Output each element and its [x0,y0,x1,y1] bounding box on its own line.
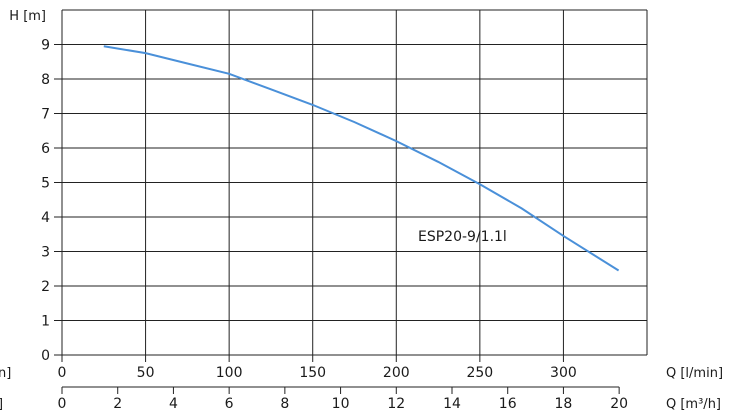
y-tick-label: 7 [41,107,50,123]
x-axis-title-m3h: Q [m³/h] [666,397,721,412]
series-line-esp20 [103,45,620,272]
x-tick-label-m3h: 14 [443,396,461,412]
x-tick-label-lpm: 0 [58,365,67,381]
x-tick-label-m3h: 2 [113,396,122,412]
y-tick-label: 9 [41,38,50,54]
x-tick-label-lpm: 50 [137,365,155,381]
x-axis-title-lpm: Q [l/min] [666,366,723,381]
cropped-axis-label-top: n] [0,366,11,381]
x-tick-label-m3h: 0 [58,396,67,412]
x-tick-label-m3h: 4 [169,396,178,412]
x-tick-label-lpm: 200 [383,365,410,381]
x-tick-label-lpm: 300 [550,365,577,381]
y-tick-label: 4 [41,210,50,226]
y-tick-label: 6 [41,141,50,157]
x-tick-label-m3h: 12 [387,396,405,412]
y-tick-label: 2 [41,279,50,295]
y-tick-label: 8 [41,72,50,88]
y-tick-label: 1 [41,314,50,330]
x-tick-label-m3h: 10 [332,396,350,412]
x-tick-label-m3h: 8 [280,396,289,412]
x-tick-label-m3h: 16 [499,396,517,412]
y-tick-label: 3 [41,245,50,261]
x-tick-label-m3h: 20 [610,396,628,412]
series-label: ESP20-9/1.1l [418,229,507,245]
x-tick-label-lpm: 150 [299,365,326,381]
y-axis-title: H [m] [9,9,46,24]
x-tick-label-lpm: 100 [216,365,243,381]
x-tick-label-lpm: 250 [466,365,493,381]
x-tick-label-m3h: 18 [555,396,573,412]
y-tick-label: 0 [41,348,50,364]
cropped-axis-label-bottom: ] [0,397,3,412]
y-tick-label: 5 [41,176,50,192]
x-tick-label-m3h: 6 [225,396,234,412]
